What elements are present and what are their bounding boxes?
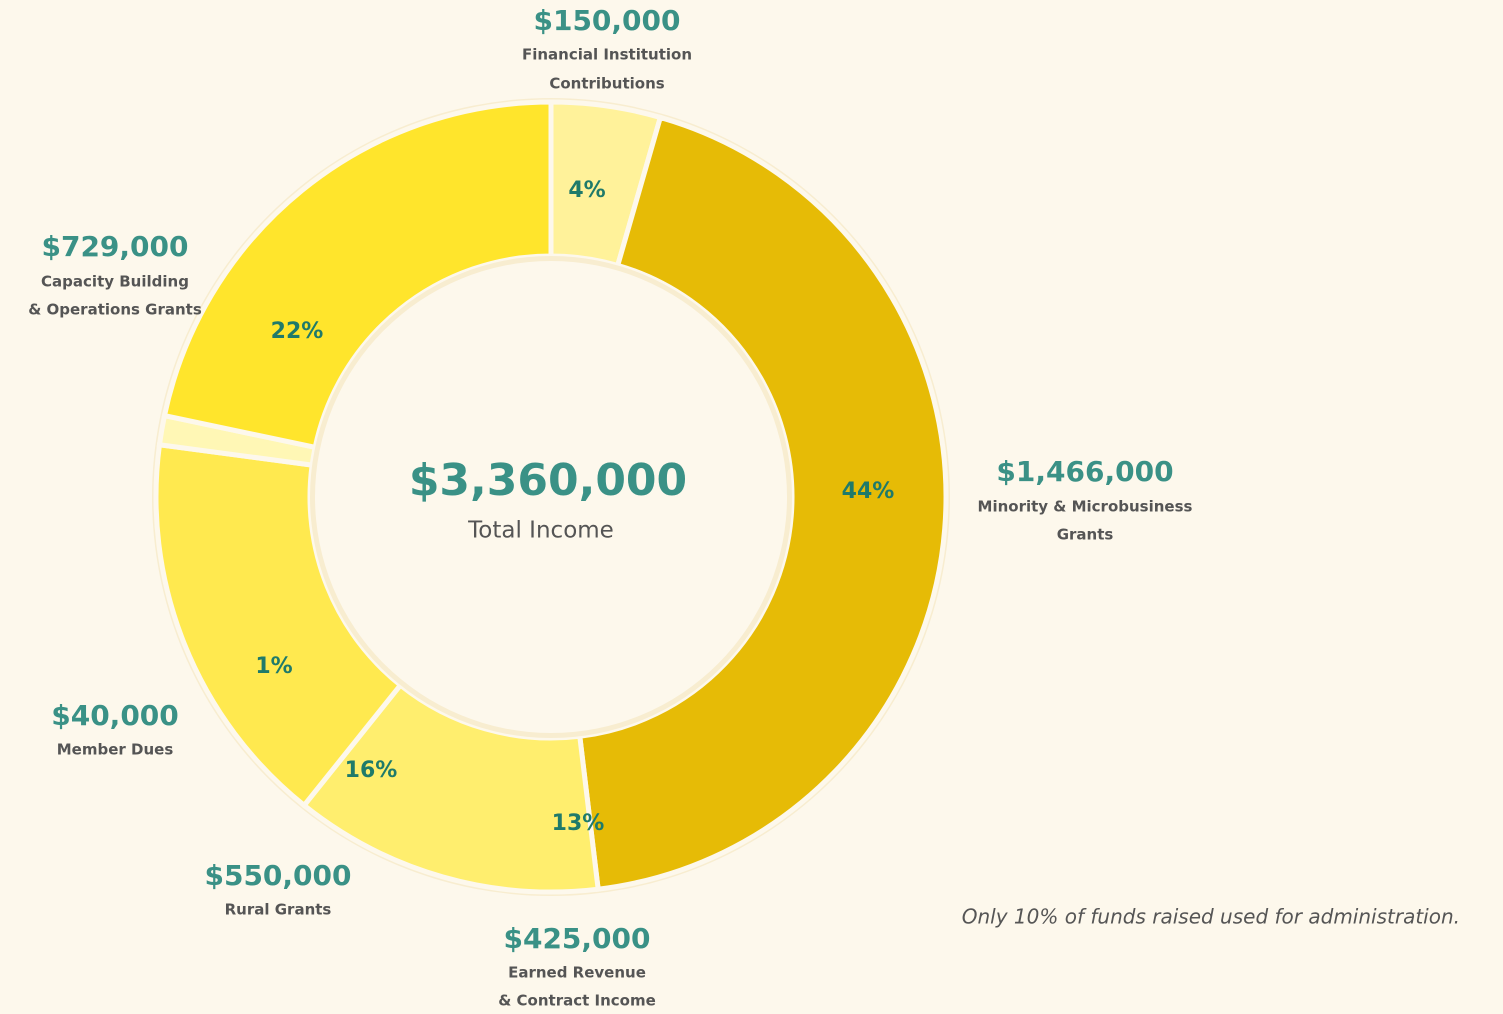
total-label: $3,360,000 [409,455,687,506]
category-label: Member Dues [57,741,174,759]
value-label: $425,000 [503,922,650,955]
value-label: $40,000 [51,699,179,732]
category-label: & Operations Grants [28,301,202,319]
category-label: Contributions [549,75,664,93]
percent-label: 44% [842,479,895,504]
value-label: $1,466,000 [996,455,1173,488]
category-label: Capacity Building [41,273,189,291]
category-label: Earned Revenue [508,964,646,982]
percent-label: 16% [345,758,398,783]
center-hole [315,261,787,733]
value-label: $150,000 [533,4,680,37]
value-label: $550,000 [204,859,351,892]
percent-label: 13% [552,811,605,836]
category-label: Financial Institution [522,46,692,64]
category-label: & Contract Income [498,992,656,1010]
annotation: Only 10% of funds raised used for admini… [962,905,1460,929]
category-label: Minority & Microbusiness [978,498,1193,516]
percent-label: 4% [568,178,605,203]
category-label: Rural Grants [225,901,332,919]
center-text: Total Income [467,518,614,544]
percent-label: 22% [271,319,324,344]
percent-label: 1% [255,654,292,679]
category-label: Grants [1057,526,1114,544]
value-label: $729,000 [41,230,188,263]
